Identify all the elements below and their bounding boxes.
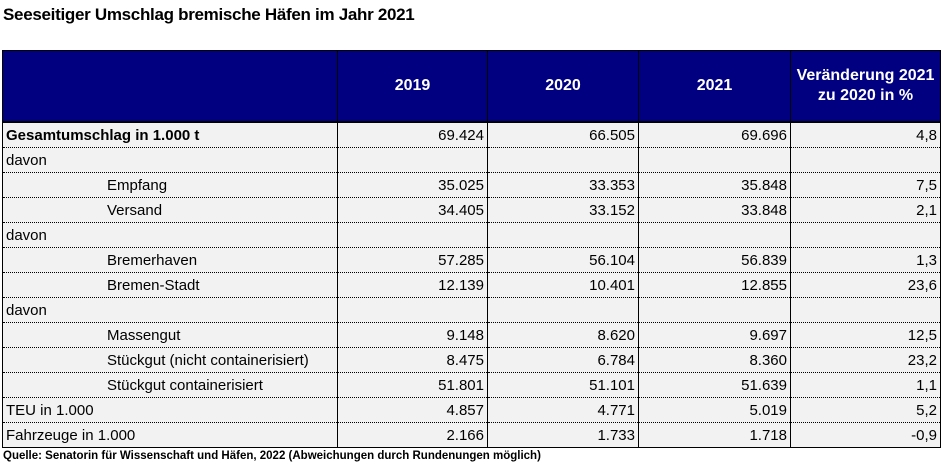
cell-value [337,297,488,323]
header-change: Veränderung 2021 zu 2020 in % [790,50,941,123]
row-label: Bremen-Stadt [2,272,338,298]
cell-value: 4.857 [337,397,488,423]
cell-value: 33.152 [487,197,639,223]
row-label: Bremerhaven [2,247,338,273]
cell-value [487,147,639,173]
cell-value: 34.405 [337,197,488,223]
cell-value: 33.848 [638,197,791,223]
cell-value: 23,2 [790,347,941,373]
cell-value: -0,9 [790,422,941,448]
cell-value: 1.718 [638,422,791,448]
cell-value [638,147,791,173]
cell-value: 12.855 [638,272,791,298]
cell-value [337,222,488,248]
table-row: Bremen-Stadt 12.139 10.401 12.855 23,6 [2,272,941,298]
table-row: Empfang 35.025 33.353 35.848 7,5 [2,172,941,198]
header-row: 2019 2020 2021 Veränderung 2021 zu 2020 … [2,50,941,123]
cell-value: 35.025 [337,172,488,198]
data-table: 2019 2020 2021 Veränderung 2021 zu 2020 … [2,50,941,448]
cell-value: 5,2 [790,397,941,423]
header-2021: 2021 [638,50,791,123]
cell-value: 2.166 [337,422,488,448]
cell-value: 10.401 [487,272,639,298]
row-label: davon [2,222,338,248]
cell-value: 1,3 [790,247,941,273]
cell-value: 1,1 [790,372,941,398]
table-row: TEU in 1.000 4.857 4.771 5.019 5,2 [2,397,941,423]
cell-value: 9.148 [337,322,488,348]
cell-value: 35.848 [638,172,791,198]
cell-value: 7,5 [790,172,941,198]
table-row: Stückgut containerisiert 51.801 51.101 51.6… [2,372,941,398]
cell-value: 69.424 [337,121,488,148]
row-label: davon [2,147,338,173]
cell-value: 4,8 [790,121,941,148]
cell-value: 56.839 [638,247,791,273]
table-row: Stückgut (nicht containerisiert) 8.475 6.7… [2,347,941,373]
cell-value [790,147,941,173]
cell-value: 2,1 [790,197,941,223]
cell-value [638,222,791,248]
table-row: Versand 34.405 33.152 33.848 2,1 [2,197,941,223]
row-label: Versand [2,197,338,223]
cell-value: 51.801 [337,372,488,398]
row-label: Massengut [2,322,338,348]
cell-value: 51.101 [487,372,639,398]
cell-value: 9.697 [638,322,791,348]
header-label [2,50,338,123]
row-label: Fahrzeuge in 1.000 [2,422,338,448]
header-2019: 2019 [337,50,488,123]
table-row: davon [2,222,941,248]
header-2020: 2020 [487,50,639,123]
cell-value: 4.771 [487,397,639,423]
cell-value [337,147,488,173]
cell-value [790,222,941,248]
cell-value: 23,6 [790,272,941,298]
cell-value: 8.475 [337,347,488,373]
source-note: Quelle: Senatorin für Wissenschaft und H… [3,450,541,462]
cell-value: 5.019 [638,397,791,423]
table-title: Seeseitiger Umschlag bremische Häfen im … [3,5,415,24]
table-row: davon [2,147,941,173]
cell-value: 33.353 [487,172,639,198]
table-row: Gesamtumschlag in 1.000 t 69.424 66.505 69.… [2,121,941,148]
row-label: davon [2,297,338,323]
cell-value: 56.104 [487,247,639,273]
cell-value [487,297,639,323]
table-row: Fahrzeuge in 1.000 2.166 1.733 1.718 -0,9 [2,422,941,448]
cell-value [790,297,941,323]
cell-value: 69.696 [638,121,791,148]
cell-value: 12,5 [790,322,941,348]
table-row: davon [2,297,941,323]
cell-value: 66.505 [487,121,639,148]
cell-value: 1.733 [487,422,639,448]
table-row: Bremerhaven 57.285 56.104 56.839 1,3 [2,247,941,273]
row-label: TEU in 1.000 [2,397,338,423]
cell-value: 51.639 [638,372,791,398]
cell-value [638,297,791,323]
row-label: Gesamtumschlag in 1.000 t [2,121,338,148]
cell-value: 8.360 [638,347,791,373]
cell-value: 6.784 [487,347,639,373]
cell-value: 12.139 [337,272,488,298]
row-label: Stückgut containerisiert [2,372,338,398]
cell-value: 57.285 [337,247,488,273]
cell-value [487,222,639,248]
row-label: Empfang [2,172,338,198]
row-label: Stückgut (nicht containerisiert) [2,347,338,373]
cell-value: 8.620 [487,322,639,348]
table-row: Massengut 9.148 8.620 9.697 12,5 [2,322,941,348]
